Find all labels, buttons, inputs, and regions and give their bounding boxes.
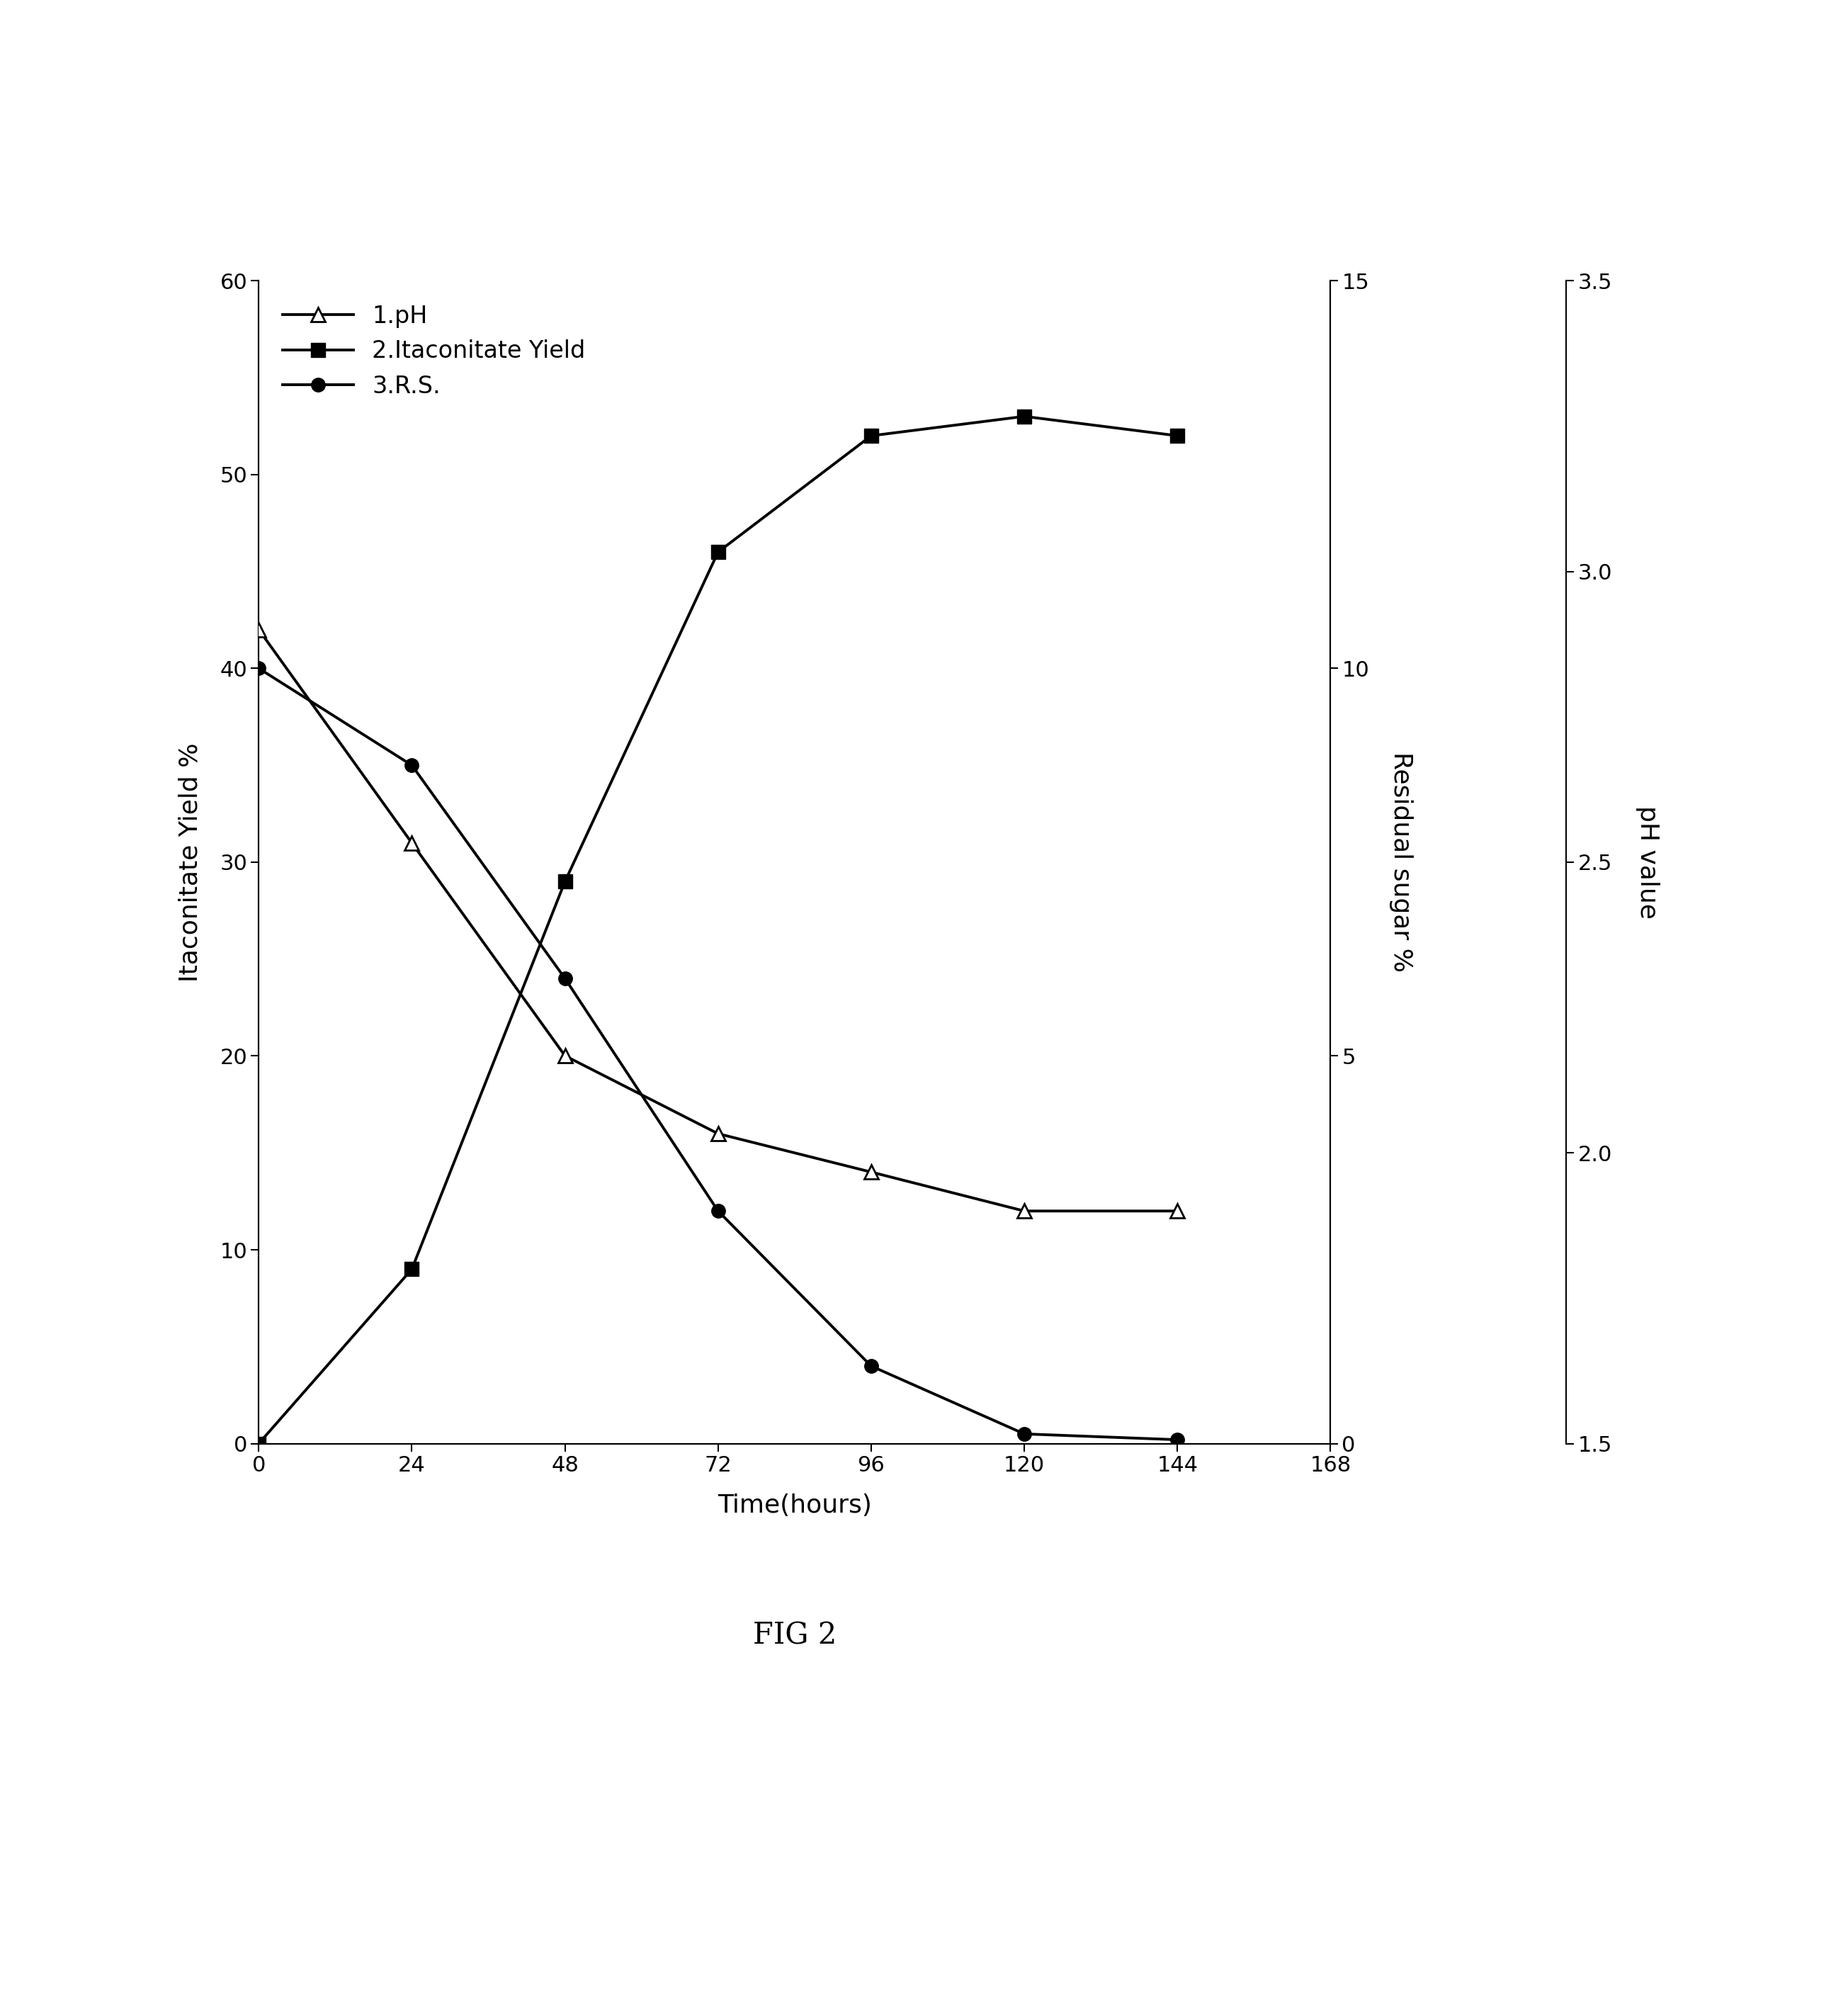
3.R.S. bbox=[1013, 1422, 1035, 1446]
2.Itaconitate Yield bbox=[1166, 423, 1188, 447]
3.R.S. bbox=[248, 656, 270, 680]
3.R.S. bbox=[401, 754, 423, 778]
Text: FIG 2: FIG 2 bbox=[752, 1620, 837, 1650]
Legend: 1.pH, 2.Itaconitate Yield, 3.R.S.: 1.pH, 2.Itaconitate Yield, 3.R.S. bbox=[270, 293, 597, 409]
2.Itaconitate Yield bbox=[708, 539, 730, 563]
Y-axis label: Itaconitate Yield %: Itaconitate Yield % bbox=[177, 742, 201, 982]
Y-axis label: Residual sugar %: Residual sugar % bbox=[1390, 752, 1414, 972]
Line: 2.Itaconitate Yield: 2.Itaconitate Yield bbox=[251, 409, 1185, 1450]
3.R.S. bbox=[708, 1199, 730, 1223]
Line: 3.R.S.: 3.R.S. bbox=[251, 662, 1185, 1448]
3.R.S. bbox=[859, 1353, 881, 1377]
Y-axis label: pH value: pH value bbox=[1635, 806, 1660, 918]
2.Itaconitate Yield bbox=[1013, 405, 1035, 429]
3.R.S. bbox=[1166, 1428, 1188, 1452]
1.pH bbox=[859, 1161, 881, 1185]
2.Itaconitate Yield bbox=[554, 870, 577, 894]
2.Itaconitate Yield bbox=[401, 1257, 423, 1281]
3.R.S. bbox=[554, 966, 577, 990]
1.pH bbox=[708, 1121, 730, 1145]
2.Itaconitate Yield bbox=[859, 423, 881, 447]
X-axis label: Time(hours): Time(hours) bbox=[717, 1494, 872, 1518]
1.pH bbox=[1013, 1199, 1035, 1223]
1.pH bbox=[554, 1045, 577, 1069]
2.Itaconitate Yield bbox=[248, 1432, 270, 1456]
Line: 1.pH: 1.pH bbox=[251, 624, 1185, 1217]
1.pH bbox=[401, 830, 423, 854]
1.pH bbox=[1166, 1199, 1188, 1223]
1.pH bbox=[248, 618, 270, 642]
